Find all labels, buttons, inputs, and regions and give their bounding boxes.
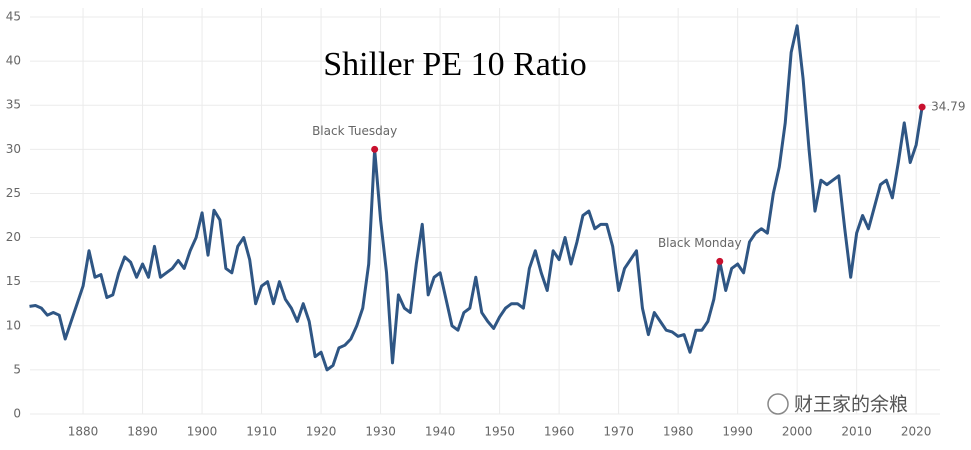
x-tick-label: 1900 — [187, 425, 218, 439]
value-label: 34.79 — [931, 100, 965, 114]
x-tick-label: 1940 — [425, 425, 456, 439]
x-tick-label: 2020 — [901, 425, 932, 439]
y-tick-label: 0 — [13, 407, 21, 421]
annotation-marker — [716, 257, 724, 265]
x-tick-label: 1890 — [127, 425, 158, 439]
annotation-marker — [918, 103, 926, 111]
watermark-text: 财王家的余粮 — [794, 394, 908, 416]
y-tick-label: 25 — [6, 186, 21, 200]
y-tick-label: 45 — [6, 10, 21, 24]
x-tick-label: 1990 — [722, 425, 753, 439]
line — [29, 24, 924, 372]
x-tick-label: 1910 — [246, 425, 277, 439]
y-tick-label: 30 — [6, 142, 21, 156]
watermark: 财王家的余粮 — [767, 393, 908, 416]
x-tick-label: 1980 — [663, 425, 694, 439]
y-tick-label: 40 — [6, 54, 21, 68]
x-tick-label: 1930 — [365, 425, 396, 439]
x-tick-label: 1880 — [68, 425, 99, 439]
y-tick-label: 10 — [6, 318, 21, 332]
y-tick-label: 20 — [6, 230, 21, 244]
annotation-label: Black Tuesday — [312, 124, 397, 138]
y-tick-label: 15 — [6, 274, 21, 288]
plot: 0 5 10 15 20 25 30 35 40 45 1880 1890 1900 1910 1920 19… — [6, 8, 965, 439]
y-tick-label: 5 — [13, 362, 21, 376]
x-tick-label: 2000 — [782, 425, 813, 439]
x-tick-label: 1920 — [306, 425, 337, 439]
chart-title: Shiller PE 10 Ratio — [323, 46, 587, 83]
x-tick-label: 1950 — [484, 425, 515, 439]
x-tick-label: 1960 — [544, 425, 575, 439]
x-tick-label: 2010 — [841, 425, 872, 439]
annotation-label: Black Monday — [658, 236, 742, 250]
watermark-icon — [767, 393, 789, 415]
x-tick-label: 1970 — [603, 425, 634, 439]
annotation-marker — [371, 145, 379, 153]
y-tick-label: 35 — [6, 98, 21, 112]
